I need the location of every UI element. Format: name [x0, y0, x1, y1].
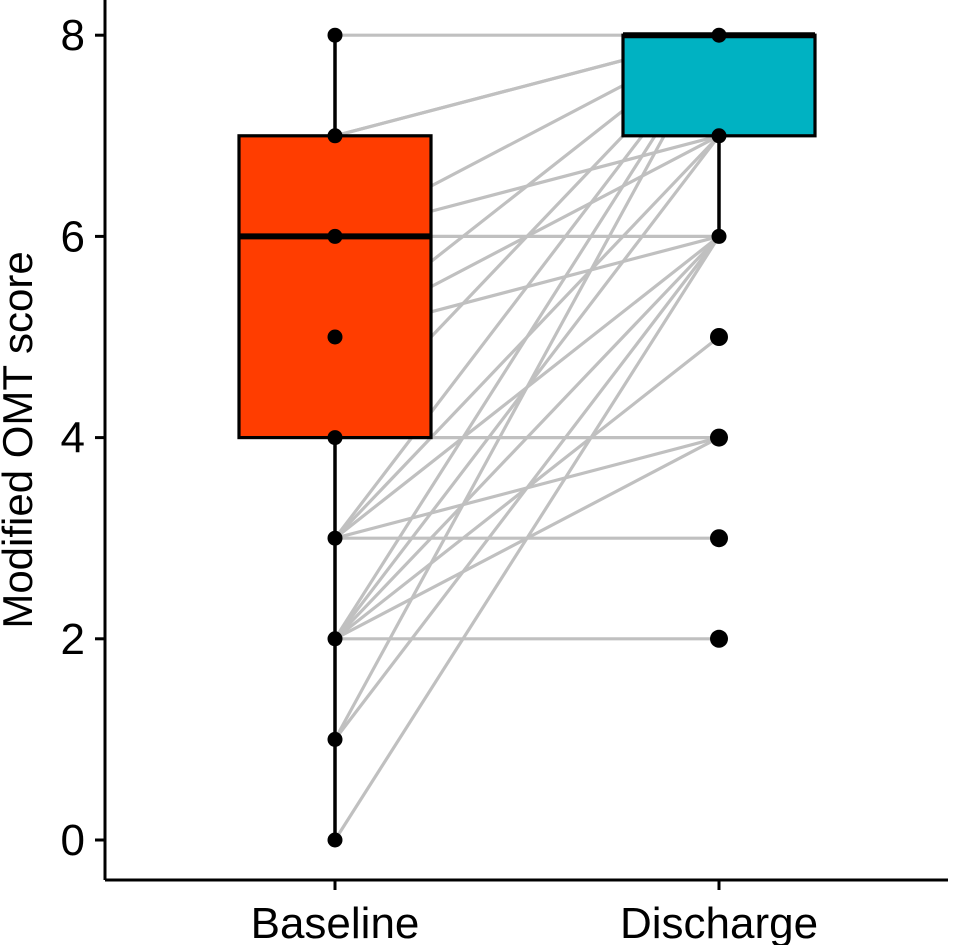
- axes: 0 2 4 6 8 Baseline Discharge: [61, 0, 948, 945]
- y-tick-label: 6: [61, 212, 85, 261]
- x-tick-label: Discharge: [620, 899, 818, 945]
- paired-line: [333, 34, 721, 741]
- data-point: [711, 27, 727, 43]
- y-tick-label: 4: [61, 414, 85, 463]
- y-tick-label: 8: [61, 11, 85, 60]
- data-point: [710, 529, 728, 548]
- data-point: [327, 631, 343, 647]
- data-point: [327, 430, 343, 446]
- data-point: [327, 27, 343, 43]
- y-tick-label: 0: [61, 816, 85, 865]
- data-point: [710, 629, 728, 648]
- paired-line: [333, 235, 721, 640]
- data-point: [327, 731, 343, 747]
- box-iqr: [621, 33, 817, 138]
- data-point: [711, 228, 727, 244]
- data-point: [327, 530, 343, 546]
- data-point: [710, 428, 728, 447]
- paired-line: [333, 235, 721, 841]
- box-iqr: [237, 134, 433, 440]
- y-tick-label: 2: [61, 615, 85, 664]
- paired-line: [333, 235, 721, 741]
- data-point: [327, 832, 343, 848]
- data-point: [327, 228, 343, 244]
- x-tick-label: Baseline: [251, 899, 420, 945]
- box-baseline: [237, 35, 433, 840]
- box-discharge: [621, 32, 817, 237]
- data-point: [327, 128, 343, 144]
- boxplots: [237, 32, 817, 840]
- data-point: [711, 128, 727, 144]
- data-points: [327, 27, 728, 848]
- data-point: [327, 329, 343, 345]
- data-point: [710, 328, 728, 346]
- y-axis-title: Modified OMT score: [0, 251, 41, 628]
